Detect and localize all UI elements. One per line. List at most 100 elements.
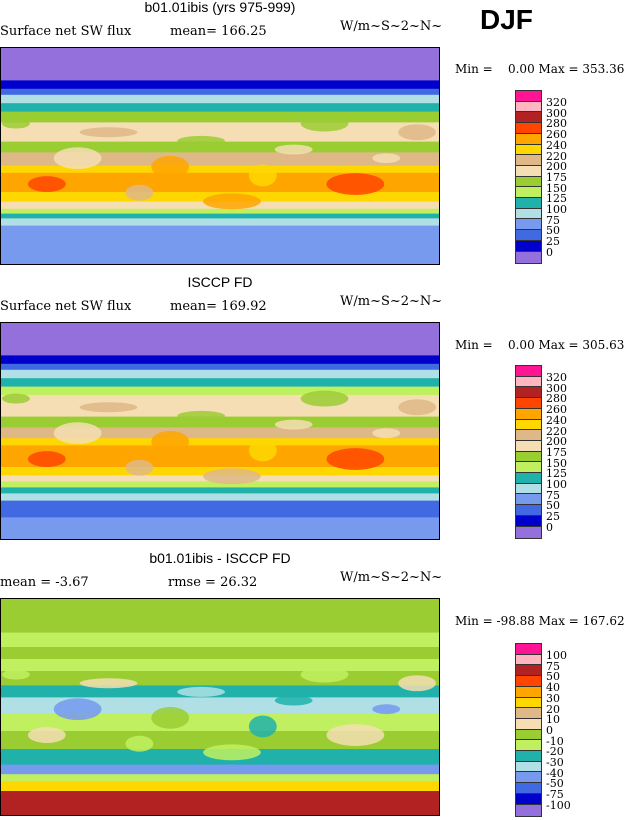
zonal-band [1,659,439,672]
field-feature [53,698,102,721]
field-feature [53,147,102,170]
zonal-band [1,438,439,446]
panel-subtitle: Surface net SW flux [0,299,132,314]
field-feature [79,678,138,689]
panel-units: W/m~S~2~N~ [340,19,443,34]
legend-label: 100 [546,478,567,491]
zonal-band [1,225,439,264]
zonal-band [1,500,439,518]
field-feature [177,410,225,421]
zonal-band [1,141,439,153]
legend-label: 100 [546,203,567,216]
legend-label: 75 [546,213,560,227]
field-feature [274,695,313,706]
legend-label: -20 [546,745,564,759]
zonal-band [1,355,439,365]
zonal-band [1,599,439,634]
field-feature [1,669,30,680]
season-label: DJF [480,4,533,35]
zonal-band [1,774,439,782]
legend-label: 50 [546,499,560,513]
zonal-band [1,88,439,96]
field-feature [300,390,349,407]
field-feature [300,115,349,132]
zonal-band [1,632,439,648]
legend-label: 0 [546,245,553,259]
zonal-band [1,386,439,396]
panel-units: W/m~S~2~N~ [340,570,443,585]
legend-label: 280 [546,392,567,406]
legend-label: 20 [546,702,560,716]
legend-label: 75 [546,659,560,673]
field-feature [274,419,313,430]
zonal-band [1,111,439,123]
legend-label: 50 [546,670,560,684]
zonal-band [1,781,439,792]
panel-title: b01.01ibis (yrs 975-999) [144,0,296,15]
legend-label: 300 [546,106,567,120]
legend-swatch [515,803,542,817]
zonal-band [1,713,439,732]
legend-label: -30 [546,756,564,769]
zonal-band [1,80,439,90]
zonal-band [1,103,439,113]
field-feature [27,727,66,744]
field-feature [125,735,154,752]
legend-label: -40 [546,766,564,780]
field-feature [203,193,261,210]
zonal-band [1,323,439,356]
field-feature [372,153,401,164]
legend-label: 10 [546,713,560,727]
field-feature [203,468,261,485]
field-feature [27,176,66,193]
legend-label: 25 [546,235,560,249]
legend-label: 50 [546,224,560,238]
legend-label: 100 [546,649,567,662]
field-feature [326,724,385,746]
map-plot [0,47,440,265]
map-plot [0,598,440,816]
panel-stat: rmse = 26.32 [168,575,258,590]
legend-label: 175 [546,445,567,459]
zonal-band [1,481,439,488]
field-feature [27,451,66,468]
legend-swatch [515,525,542,539]
legend-label: 40 [546,681,560,695]
field-feature [248,715,277,738]
zonal-band [1,378,439,388]
legend-label: 150 [546,456,567,470]
legend-label: 320 [546,371,567,384]
zonal-band [1,165,439,174]
legend-label: 280 [546,117,567,131]
zonal-band [1,416,439,428]
legend-label: 260 [546,403,567,417]
field-feature [79,127,138,138]
legend-label: 320 [546,96,567,109]
legend-label: 30 [546,691,560,705]
zonal-band [1,208,439,215]
zonal-band [1,697,439,714]
legend-label: 125 [546,467,567,481]
legend-label: 220 [546,424,567,438]
zonal-band [1,369,439,379]
zonal-band [1,671,439,686]
zonal-band [1,493,439,502]
field-feature [372,428,401,439]
field-feature [326,448,385,470]
legend-label: -50 [546,777,564,791]
legend-label: 240 [546,138,567,152]
legend-label: 300 [546,381,567,395]
field-feature [125,459,154,476]
field-feature [177,686,225,697]
panel-subtitle: mean = -3.67 [0,575,89,590]
field-feature [203,744,261,761]
panel-stat: mean= 166.25 [170,24,267,39]
legend-label: -100 [546,798,571,812]
zonal-band [1,363,439,371]
field-feature [79,402,138,413]
field-feature [300,666,349,683]
field-feature [151,706,190,729]
map-plot [0,322,440,540]
panel-stat: mean= 169.92 [170,299,267,314]
zonal-band [1,764,439,775]
